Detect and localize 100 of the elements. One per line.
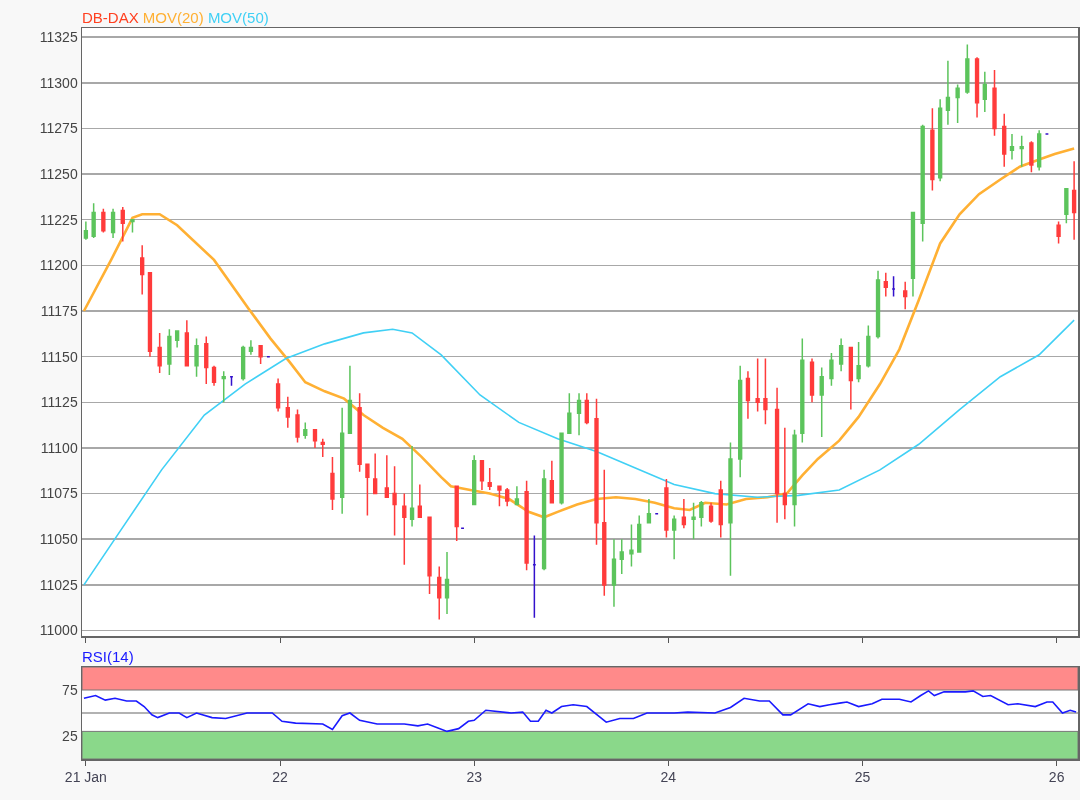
candlestick <box>514 485 520 506</box>
y-tick-label: 11000 <box>39 622 78 639</box>
candlestick <box>384 454 389 498</box>
candlestick <box>174 330 180 349</box>
candlestick <box>497 485 502 508</box>
candlestick <box>549 459 555 504</box>
y-tick-label: 11150 <box>40 348 78 365</box>
candlestick <box>392 465 397 537</box>
candlestick <box>303 421 308 440</box>
y-tick-label: 25 <box>62 727 78 744</box>
x-tick-label: 25 <box>854 769 871 786</box>
candlestick <box>357 392 362 473</box>
candlestick <box>965 43 970 95</box>
y-tick-label: 11225 <box>39 211 78 228</box>
candlestick <box>140 244 145 296</box>
candlestick <box>576 392 582 436</box>
candlestick <box>372 452 378 495</box>
candlestick <box>982 71 987 113</box>
x-tick-label: 21 Jan <box>64 769 107 786</box>
candlestick <box>409 445 415 528</box>
candlestick <box>738 365 743 478</box>
candlestick <box>339 407 345 515</box>
y-tick-label: 75 <box>62 681 78 698</box>
candlestick <box>903 281 908 310</box>
candlestick <box>848 346 854 411</box>
candlestick <box>472 454 477 506</box>
candlestick <box>505 487 510 508</box>
candlestick <box>454 485 459 542</box>
y-tick-label: 11100 <box>40 439 78 456</box>
candlestick <box>930 107 935 192</box>
candlestick <box>664 478 669 539</box>
candlestick <box>532 534 537 619</box>
y-tick-label: 11275 <box>39 120 78 137</box>
candlestick <box>611 538 617 608</box>
candlestick <box>1036 129 1042 172</box>
candlestick <box>130 218 135 234</box>
candlestick <box>167 328 172 376</box>
candlestick <box>487 467 492 491</box>
candlestick <box>444 551 450 615</box>
candlestick <box>275 377 281 413</box>
text: RSI(14) <box>82 648 134 665</box>
y-tick-label: 11075 <box>39 485 78 502</box>
candlestick <box>728 441 733 577</box>
y-tick-label: 11300 <box>39 74 78 91</box>
candlestick <box>559 432 564 506</box>
candlestick <box>920 124 925 243</box>
candlestick <box>594 397 599 546</box>
candlestick <box>221 370 226 404</box>
candlestick <box>330 456 335 511</box>
candlestick <box>365 463 370 517</box>
candlestick <box>101 208 106 234</box>
candlestick <box>800 337 805 444</box>
candlestick <box>479 459 485 491</box>
x-tick-label: 26 <box>1048 769 1065 786</box>
candlestick <box>992 69 997 137</box>
candlestick <box>1071 160 1077 241</box>
candlestick <box>829 352 834 387</box>
candlestick <box>774 386 780 524</box>
line-series <box>83 319 1075 586</box>
candlestick <box>258 344 263 365</box>
text: MOV(20) <box>142 9 204 26</box>
candlestick <box>1009 133 1015 161</box>
candlestick <box>427 516 432 595</box>
candlestick <box>891 275 896 298</box>
candlestick <box>763 357 768 425</box>
candlestick <box>619 538 624 575</box>
candlestick <box>838 337 844 373</box>
x-tick-label: 22 <box>272 769 289 786</box>
candlestick <box>1064 187 1069 225</box>
candlestick <box>147 271 153 358</box>
candlestick <box>782 427 788 520</box>
candlestick <box>875 270 881 340</box>
candlestick <box>295 408 300 444</box>
candlestick <box>1019 134 1024 168</box>
candlestick <box>699 500 704 528</box>
candlestick <box>910 211 916 298</box>
candlestick <box>120 206 125 243</box>
candlestick <box>248 339 254 356</box>
y-tick-label: 11325 <box>39 29 78 46</box>
candlestick <box>194 337 199 378</box>
candlestick <box>211 365 217 387</box>
y-tick-label: 11200 <box>39 257 78 274</box>
candlestick <box>110 208 116 239</box>
candlestick <box>671 514 677 561</box>
candlestick <box>708 501 714 524</box>
candlestick <box>1029 140 1034 173</box>
candlestick <box>955 83 960 124</box>
candlestick <box>417 483 422 519</box>
candlestick <box>819 366 824 438</box>
y-tick-label: 11050 <box>39 531 78 548</box>
text: MOV(50) <box>207 9 269 26</box>
candlestick <box>157 332 162 374</box>
candlestick <box>240 344 246 382</box>
candlestick <box>285 396 290 429</box>
candlestick <box>883 271 888 298</box>
candlestick <box>856 341 861 383</box>
candlestick <box>937 98 943 183</box>
x-tick-label: 23 <box>466 769 483 786</box>
candlestick <box>437 565 442 621</box>
candlestick <box>184 319 190 367</box>
